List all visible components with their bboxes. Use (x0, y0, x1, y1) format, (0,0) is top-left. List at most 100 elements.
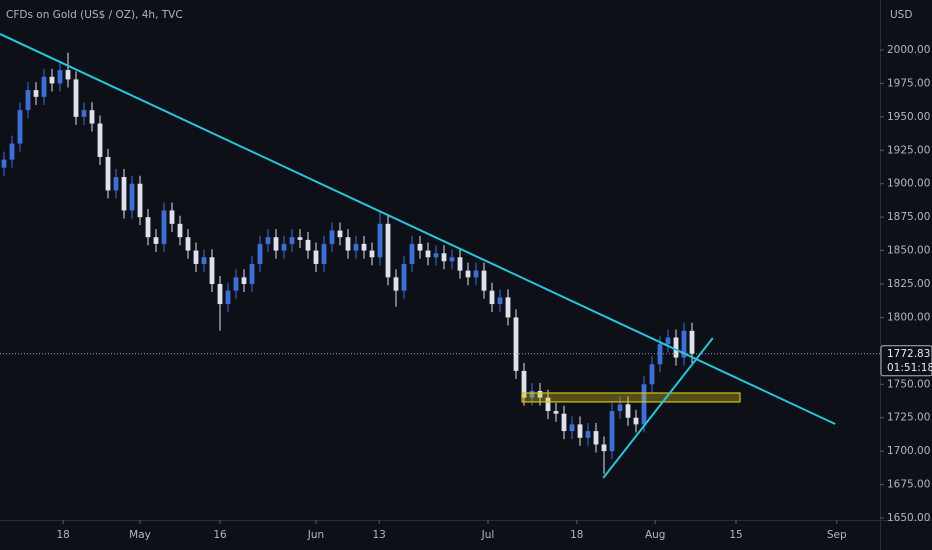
candle-body (649, 364, 655, 385)
candle-body (417, 243, 423, 251)
y-tick-label: 1675.00 (887, 479, 930, 491)
y-tick-label: 1975.00 (887, 77, 930, 89)
candle-body (449, 257, 455, 262)
x-tick-label: Sep (827, 529, 847, 541)
candle-body (129, 183, 135, 211)
x-tick-label: Jun (307, 529, 324, 541)
x-tick-label: 16 (213, 529, 227, 541)
candle-body (625, 404, 631, 418)
candle-body (25, 90, 31, 111)
candle-body (361, 243, 367, 251)
chart-title: CFDs on Gold (US$ / OZ), 4h, TVC (6, 9, 183, 21)
candle-body (561, 413, 567, 432)
candle-body (241, 277, 247, 285)
candle-body (209, 257, 215, 285)
y-tick-label: 2000.00 (887, 44, 930, 56)
candle-body (569, 424, 575, 432)
x-tick-label: 15 (729, 529, 742, 541)
support-zone (521, 392, 741, 403)
candle-body (601, 444, 607, 452)
candle-body (201, 257, 207, 264)
candle-body (305, 239, 311, 251)
candle-body (617, 404, 623, 412)
candle-body (665, 337, 671, 345)
y-tick-label: 1950.00 (887, 111, 930, 123)
candle-body (297, 237, 303, 240)
candle-body (185, 237, 191, 251)
candle-body (497, 297, 503, 305)
x-tick-label: Jul (481, 529, 495, 541)
candle-body (425, 250, 431, 258)
y-tick-label: 1925.00 (887, 144, 930, 156)
candle-body (257, 243, 263, 264)
candle-body (105, 156, 111, 191)
candle-body (49, 76, 55, 84)
candle-body (353, 243, 359, 251)
candle-body (409, 243, 415, 264)
countdown-label: 01:51:18 (887, 362, 932, 374)
candle-body (177, 223, 183, 238)
candle-body (41, 76, 47, 97)
candle-body (585, 431, 591, 438)
candle-body (225, 290, 231, 305)
price-unit: USD (890, 9, 912, 21)
candle-body (121, 177, 127, 211)
candle-body (289, 237, 295, 244)
candle-body (385, 223, 391, 278)
candle-body (393, 277, 399, 291)
y-tick-label: 1850.00 (887, 245, 930, 257)
candle-body (17, 110, 23, 144)
candle-body (145, 217, 151, 238)
candle-body (505, 297, 511, 318)
candle-body (193, 250, 199, 264)
candle-body (537, 390, 543, 398)
candle-body (465, 270, 471, 278)
candle-body (1, 159, 7, 168)
y-tick-label: 1725.00 (887, 412, 930, 424)
candle-body (609, 411, 615, 452)
x-tick-label: 13 (373, 529, 386, 541)
x-tick-label: 18 (570, 529, 583, 541)
candle-body (489, 290, 495, 305)
candle-body (329, 230, 335, 244)
candle-body (73, 79, 79, 117)
candle-body (281, 243, 287, 251)
last-price-box (880, 345, 932, 377)
candle-body (553, 411, 559, 414)
candle-body (57, 70, 63, 84)
last-price-label: 1772.83 (887, 348, 930, 360)
candle-body (473, 270, 479, 278)
y-tick-label: 1900.00 (887, 178, 930, 190)
candle-body (265, 237, 271, 244)
candle-body (521, 370, 527, 398)
candle-body (633, 417, 639, 425)
candle-body (153, 237, 159, 244)
candle-body (641, 384, 647, 425)
x-tick-label: May (129, 529, 151, 541)
candle-body (313, 250, 319, 264)
candle-body (9, 143, 15, 160)
candle-body (249, 263, 255, 285)
trendline (602, 337, 714, 479)
candle-body (345, 237, 351, 251)
candle-body (689, 330, 695, 354)
candle-body (441, 253, 447, 262)
candle-body (337, 230, 343, 238)
x-tick-label: 18 (57, 529, 70, 541)
candle-body (593, 431, 599, 445)
candle-body (681, 330, 687, 358)
candle-body (169, 210, 175, 224)
candle-body (233, 277, 239, 291)
candle-body (577, 424, 583, 438)
candle-body (481, 270, 487, 291)
candle-body (137, 183, 143, 218)
candle-body (401, 263, 407, 291)
y-tick-label: 1800.00 (887, 311, 930, 323)
x-tick-label: Aug (645, 529, 666, 541)
candle-body (65, 70, 71, 80)
y-tick-label: 1875.00 (887, 211, 930, 223)
candle-body (529, 390, 535, 398)
candle-body (89, 110, 95, 124)
candle-body (97, 123, 103, 157)
